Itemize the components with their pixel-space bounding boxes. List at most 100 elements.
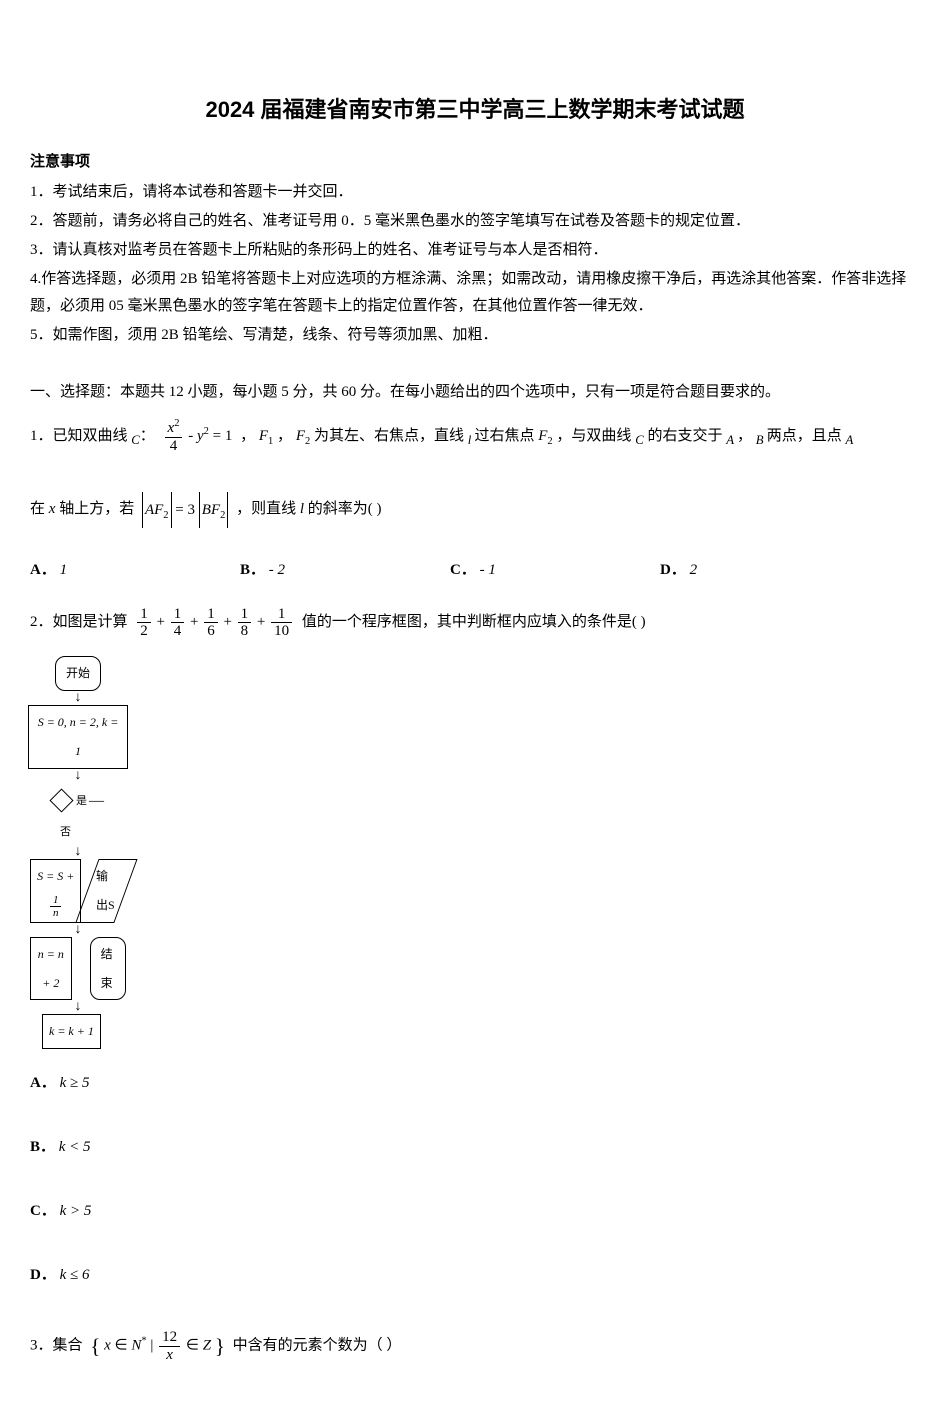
q1-C: C	[131, 433, 140, 447]
q2-p2: +	[190, 614, 202, 630]
q1-t2: 过右焦点	[474, 428, 534, 444]
q2-f4n: 1	[238, 606, 252, 624]
flow-init: S = 0, n = 2, k = 1	[28, 705, 128, 769]
q2-optB-label: B．	[30, 1139, 55, 1155]
q2-f5d: 10	[271, 623, 292, 640]
arrow-icon: ↓	[75, 691, 82, 705]
page-title: 2024 届福建省南安市第三中学高三上数学期末考试试题	[30, 90, 920, 130]
q1-l2t2: 轴上方，若	[59, 501, 134, 517]
flow-end: 结束	[90, 937, 126, 1001]
q2-t1: 值的一个程序框图，其中判断框内应填入的条件是( )	[302, 614, 646, 630]
flow-s3t: k = k + 1	[49, 1024, 94, 1038]
flow-output: 输出S	[76, 859, 138, 923]
q1-F2: F	[296, 428, 305, 444]
q1-colon: ：	[140, 428, 155, 444]
q2-f2n: 1	[171, 606, 185, 624]
q1-l2t4: 的斜率为( )	[308, 501, 382, 517]
q1-option-d: D． 2	[660, 552, 870, 588]
q2-f3d: 6	[204, 623, 218, 640]
q2-f1n: 1	[137, 606, 151, 624]
flow-decision	[50, 789, 74, 813]
arrow-icon: ↓	[75, 923, 82, 937]
q1-c3: ，	[737, 428, 752, 444]
notice-header: 注意事项	[30, 148, 920, 175]
q2-p4: +	[257, 614, 269, 630]
q1-optB-label: B．	[240, 562, 265, 578]
q1-optC-label: C．	[450, 562, 476, 578]
q3-star: *	[141, 1336, 146, 1347]
q1-absBF: F	[211, 502, 220, 518]
arrow-icon: ↓	[75, 1000, 82, 1014]
q2-option-b: B． k < 5	[30, 1129, 920, 1165]
q1-eq1: = 1	[213, 428, 233, 444]
q3-in: ∈	[115, 1338, 132, 1354]
q1-optD-label: D．	[660, 562, 686, 578]
q1-t1: 为其左、右焦点，直线	[314, 428, 464, 444]
notice-item-5: 5．如需作图，须用 2B 铅笔绘、写清楚，线条、符号等须加黑、加粗．	[30, 322, 920, 349]
q1-B: B	[756, 433, 767, 447]
q1-F2s: 2	[305, 436, 310, 447]
q1-equation: x2 4 - y2 = 1	[163, 418, 233, 455]
q1-C2: C	[635, 433, 644, 447]
q2-f1d: 2	[137, 623, 151, 640]
q3-set: { x ∈ N* | 12x ∈ Z }	[90, 1321, 225, 1371]
q1-eq3: = 3	[175, 502, 195, 518]
flowchart: 开始 ↓ S = 0, n = 2, k = 1 ↓ 是 — 否 ↓ S = S…	[30, 656, 920, 1049]
q1-x2: x	[49, 501, 59, 517]
notice-item-4: 4.作答选择题，必须用 2B 铅笔将答题卡上对应选项的方框涂满、涂黑；如需改动，…	[30, 266, 920, 320]
q1-F2bs: 2	[547, 436, 552, 447]
q1-absF2s: 2	[163, 510, 168, 521]
q1-4: 4	[165, 438, 183, 455]
arrow-icon: ↓	[75, 845, 82, 859]
q3-t1: 中含有的元素个数为（ ）	[233, 1338, 402, 1354]
q3-x: x	[104, 1338, 111, 1354]
flow-s1t: S = S +	[37, 869, 74, 883]
q2-optC-label: C．	[30, 1203, 56, 1219]
question-1: 1．已知双曲线 C： x2 4 - y2 = 1 ， F1 ， F2 为其左、右…	[30, 418, 920, 588]
q1-optD-val: 2	[690, 562, 698, 578]
q2-sum: 12 + 14 + 16 + 18 + 110	[135, 604, 294, 640]
q1-optC-val: - 1	[480, 562, 496, 578]
question-2: 2．如图是计算 12 + 14 + 16 + 18 + 110 值的一个程序框图…	[30, 604, 920, 1293]
q1-absB: B	[202, 502, 211, 518]
q1-optA-label: A．	[30, 562, 56, 578]
q1-l2t1: 在	[30, 501, 45, 517]
flow-no: 否	[60, 819, 71, 845]
q2-prefix: 2．如图是计算	[30, 614, 128, 630]
notice-item-1: 1．考试结束后，请将本试卷和答题卡一并交回．	[30, 179, 920, 206]
q1-l2: l	[300, 501, 308, 517]
q1-t3: ，与双曲线	[556, 428, 631, 444]
notice-section: 注意事项 1．考试结束后，请将本试卷和答题卡一并交回． 2．答题前，请务必将自己…	[30, 148, 920, 349]
q1-A2: A	[845, 433, 853, 447]
q1-option-b: B． - 2	[240, 552, 450, 588]
question-3: 3．集合 { x ∈ N* | 12x ∈ Z } 中含有的元素个数为（ ）	[30, 1321, 920, 1371]
flow-step1: S = S + 1n	[30, 859, 81, 923]
notice-item-2: 2．答题前，请务必将自己的姓名、准考证号用 0．5 毫米黑色墨水的签字笔填写在试…	[30, 208, 920, 235]
q1-t5: 两点，且点	[767, 428, 842, 444]
q3-in2: ∈	[186, 1338, 203, 1354]
q1-optB-val: - 2	[269, 562, 285, 578]
flow-start: 开始	[55, 656, 101, 691]
q1-option-c: C． - 1	[450, 552, 660, 588]
q1-A: A	[726, 433, 737, 447]
q1-absBFs: 2	[220, 510, 225, 521]
q2-optD-val: k ≤ 6	[60, 1267, 90, 1283]
flow-s1n: 1	[50, 894, 62, 907]
q2-f4d: 8	[238, 623, 252, 640]
q2-f2d: 4	[171, 623, 185, 640]
q3-num: 12	[159, 1329, 180, 1347]
q2-optA-val: k ≥ 5	[60, 1075, 90, 1091]
q1-t4: 的右支交于	[647, 428, 722, 444]
q2-options: A． k ≥ 5 B． k < 5 C． k > 5 D． k ≤ 6	[30, 1065, 920, 1293]
q1-optA-val: 1	[60, 562, 68, 578]
flow-s1d: n	[50, 907, 62, 919]
q1-c1: ，	[240, 428, 255, 444]
q2-option-c: C． k > 5	[30, 1193, 920, 1229]
flow-step2: n = n + 2	[30, 937, 72, 1001]
q2-f5n: 1	[271, 606, 292, 624]
flow-s2t: n = n + 2	[38, 947, 64, 990]
q1-text: 1．已知双曲线	[30, 428, 128, 444]
q1-abs-eq: AF2 = 3 BF2	[142, 492, 228, 528]
q1-options: A． 1 B． - 2 C． - 1 D． 2	[30, 552, 920, 588]
q3-den: x	[159, 1347, 180, 1364]
